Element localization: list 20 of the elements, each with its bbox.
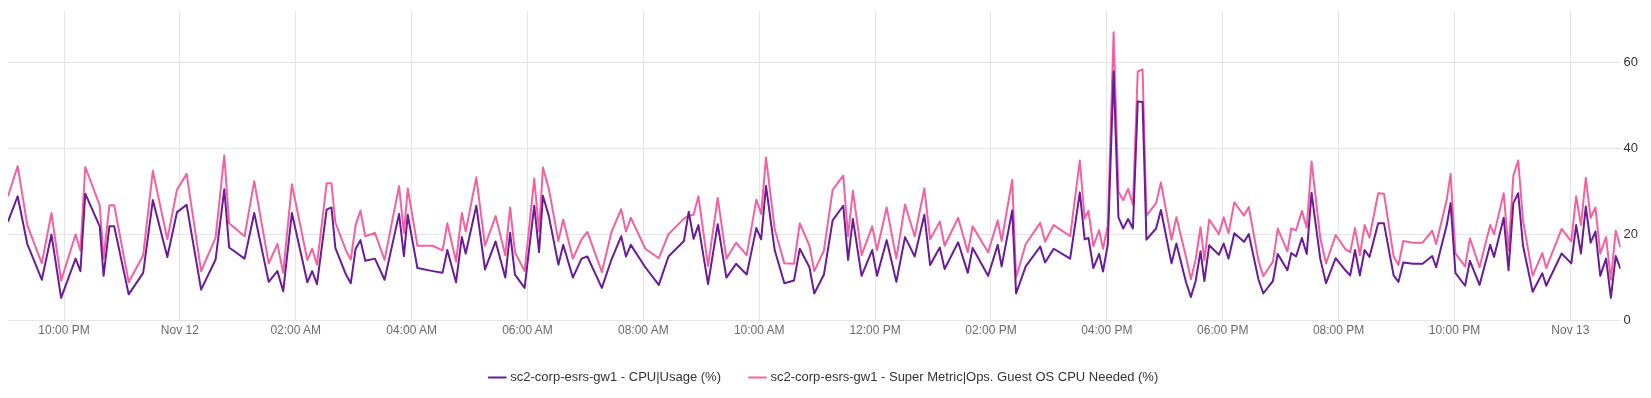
x-tick-label: 06:00 PM [1197,323,1249,338]
x-tick-label: 12:00 PM [849,323,901,338]
x-tick-label: Nov 13 [1551,323,1590,338]
x-tick-label: 04:00 AM [386,323,437,338]
x-tick-label: 02:00 PM [965,323,1017,338]
x-tick-label: 10:00 PM [1428,323,1481,338]
x-tick-label: 08:00 PM [1312,323,1365,338]
x-tick-label: 04:00 PM [1081,323,1133,338]
x-tick-label: Nov 12 [160,323,200,338]
x-tick-label: 10:00 PM [38,323,90,338]
legend-label: sc2-corp-esrs-gw1 - Super Metric|Ops. Guest OS CPU Needed (%) [770,369,1159,385]
y-tick-label: 60 [1623,54,1639,70]
x-tick-label: 06:00 AM [502,323,553,338]
y-tick-label: 0 [1623,312,1631,328]
y-tick-label: 40 [1623,140,1639,156]
x-tick-label: 08:00 AM [618,323,669,338]
y-tick-label: 20 [1623,226,1639,242]
legend-label: sc2-corp-esrs-gw1 - CPU|Usage (%) [510,369,721,385]
x-tick-label: 10:00 AM [733,323,785,338]
x-tick-label: 02:00 AM [270,323,322,338]
